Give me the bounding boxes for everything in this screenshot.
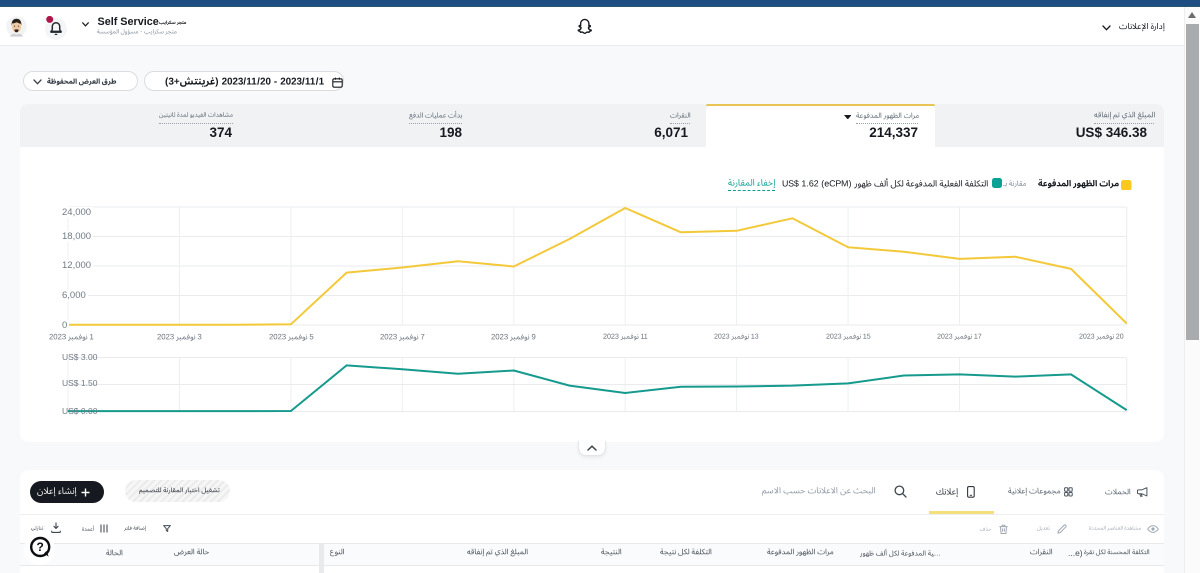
svg-text:?: ?: [37, 540, 44, 554]
